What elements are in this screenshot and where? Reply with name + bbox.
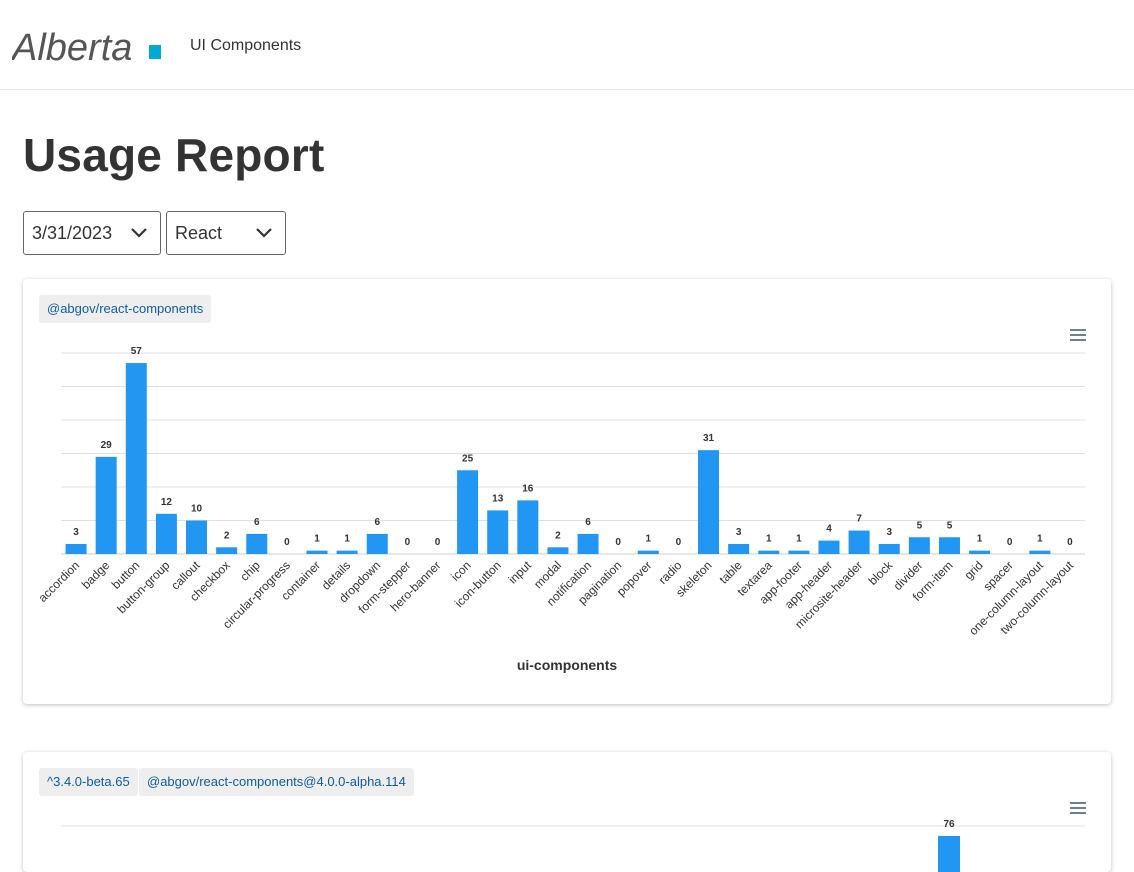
bar-badge [95, 456, 117, 554]
value-label-form-item: 5 [947, 520, 953, 531]
value-label-table: 3 [736, 527, 742, 538]
bar-details [336, 550, 358, 554]
bar-icon [457, 470, 479, 554]
bar-input [517, 500, 539, 554]
value-label-button-group: 12 [161, 497, 173, 508]
value-label-app-header: 4 [826, 524, 832, 535]
value-label-button: 57 [131, 346, 143, 357]
value-label-one-column-layout: 1 [1037, 534, 1043, 545]
bar-icon-button [487, 510, 509, 554]
value-label-spacer: 0 [1007, 537, 1013, 548]
value-label-grid: 1 [977, 534, 983, 545]
value-label-container: 1 [314, 534, 320, 545]
bar-accordion [65, 543, 87, 554]
bar-container [306, 550, 328, 554]
value-label-form-stepper: 0 [405, 537, 411, 548]
bar-checkbox [216, 547, 238, 554]
value-label-pagination: 0 [615, 537, 621, 548]
value-label-divider: 5 [917, 520, 923, 531]
chart-card-react-components: @abgov/react-components 3 29 57 12 10 2 6 0 1 1 6 0… [23, 279, 1111, 704]
package-tag: @abgov/react-components [39, 295, 212, 323]
date-select-value: 3/31/2023 [32, 223, 113, 243]
bar-divider [908, 537, 930, 554]
bar-form-item [938, 537, 960, 554]
hamburger-menu-icon[interactable] [1070, 328, 1086, 342]
bar-notification [577, 533, 599, 554]
bar-grid [969, 550, 991, 554]
value-label-block: 3 [886, 527, 892, 538]
value-label-notification: 6 [585, 517, 591, 528]
value-label-icon-button: 13 [492, 493, 504, 504]
version-tag: ^3.4.0-beta.65 [39, 768, 138, 796]
value-label-badge: 29 [101, 440, 113, 451]
bar-button [125, 363, 147, 554]
value-label-skeleton: 31 [703, 433, 715, 444]
bar-microsite-header [848, 530, 870, 554]
value-label: 76 [943, 819, 955, 830]
value-label-microsite-header: 7 [856, 514, 862, 525]
hamburger-menu-icon[interactable] [1070, 801, 1086, 815]
value-label-accordion: 3 [73, 527, 79, 538]
bar-skeleton [698, 450, 720, 554]
bar-app-header [818, 540, 840, 554]
value-label-icon: 25 [462, 453, 474, 464]
value-label-circular-progress: 0 [284, 537, 290, 548]
date-select[interactable]: 3/31/2023 [23, 211, 161, 255]
value-label-popover: 1 [646, 534, 652, 545]
value-label-chip: 6 [254, 517, 260, 528]
x-tick-label-input: input [506, 558, 535, 587]
bar-button-group [155, 513, 177, 554]
value-label-radio: 0 [676, 537, 682, 548]
alberta-logo[interactable]: Alberta [12, 20, 172, 70]
svg-text:Alberta: Alberta [12, 27, 132, 69]
bar [938, 836, 960, 872]
framework-select[interactable]: React [166, 211, 286, 255]
x-tick-label-grid: grid [962, 558, 986, 582]
page-title: Usage Report [23, 129, 325, 181]
bar-chart-partial: 76 [61, 819, 1085, 872]
x-tick-label-accordion: accordion [35, 558, 82, 605]
bar-dropdown [366, 533, 388, 554]
value-label-two-column-layout: 0 [1067, 537, 1073, 548]
bar-block [878, 543, 900, 554]
framework-select-value: React [175, 223, 223, 243]
value-label-input: 16 [522, 483, 534, 494]
package-version-tag: @abgov/react-components@4.0.0-alpha.114 [139, 768, 414, 796]
bar-popover [637, 550, 659, 554]
x-tick-label-icon: icon [448, 558, 473, 583]
bar-table [728, 543, 750, 554]
site-header: Alberta UI Components [0, 0, 1134, 90]
bar-callout [186, 520, 208, 554]
bar-textarea [758, 550, 780, 554]
value-label-dropdown: 6 [374, 517, 380, 528]
value-label-callout: 10 [191, 504, 203, 515]
header-title[interactable]: UI Components [190, 37, 302, 54]
x-tick-label-badge: badge [79, 558, 113, 592]
value-label-modal: 2 [555, 530, 561, 541]
bar-modal [547, 547, 569, 554]
x-tick-label-chip: chip [237, 558, 263, 584]
value-label-checkbox: 2 [224, 530, 230, 541]
chevron-down-icon [131, 228, 147, 238]
chart-card-version-comparison: ^3.4.0-beta.65 @abgov/react-components@4… [23, 752, 1111, 872]
chevron-down-icon [256, 228, 272, 238]
bar-one-column-layout [1029, 550, 1051, 554]
value-label-app-footer: 1 [796, 534, 802, 545]
value-label-details: 1 [344, 534, 350, 545]
bar-app-footer [788, 550, 810, 554]
bar-chip [246, 533, 268, 554]
value-label-hero-banner: 0 [435, 537, 441, 548]
value-label-textarea: 1 [766, 534, 772, 545]
x-axis-title: ui-components [517, 657, 618, 673]
